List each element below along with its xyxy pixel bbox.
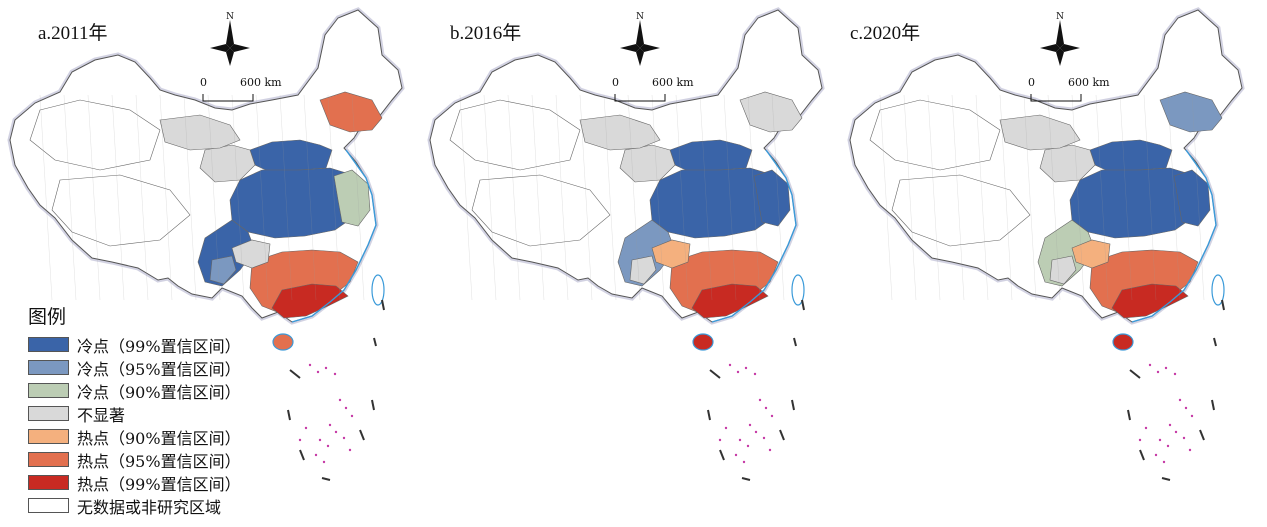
- legend-item: 冷点（95%置信区间）: [28, 356, 268, 379]
- legend-item: 热点（95%置信区间）: [28, 448, 268, 471]
- china-map: [847, 7, 1245, 481]
- legend-item: 热点（90%置信区间）: [28, 425, 268, 448]
- legend-swatch: [28, 475, 69, 490]
- map-panel-2011: a.2011年 N 0 600 km: [0, 0, 420, 527]
- map-panel-2016: b.2016年 N 0 600 km: [420, 0, 840, 527]
- legend-swatch: [28, 429, 69, 444]
- legend-item: 冷点（99%置信区间）: [28, 333, 268, 356]
- scale-bar: 0 600 km: [612, 76, 694, 89]
- north-arrow-icon: N: [1056, 12, 1064, 22]
- panel-title: a.2011年: [38, 23, 108, 44]
- north-arrow-icon: N: [226, 12, 234, 22]
- legend-swatch: [28, 383, 69, 398]
- panel-title: c.2020年: [850, 23, 921, 44]
- map-panel-2020: c.2020年 N 0 600 km: [840, 0, 1260, 527]
- legend-swatch: [28, 498, 69, 513]
- china-map: [7, 7, 405, 481]
- legend-item: 热点（99%置信区间）: [28, 471, 268, 494]
- panel-title: b.2016年: [450, 23, 522, 44]
- legend-swatch: [28, 337, 69, 352]
- map-legend: 图例 冷点（99%置信区间） 冷点（95%置信区间） 冷点（90%置信区间） 不…: [28, 302, 268, 517]
- legend-item: 不显著: [28, 402, 268, 425]
- north-arrow-icon: N: [636, 12, 644, 22]
- scale-bar: 0 600 km: [1028, 76, 1110, 89]
- china-map: [427, 7, 825, 481]
- legend-swatch: [28, 406, 69, 421]
- legend-swatch: [28, 452, 69, 467]
- legend-title: 图例: [28, 306, 67, 328]
- legend-item: 冷点（90%置信区间）: [28, 379, 268, 402]
- scale-bar: 0 600 km: [200, 76, 282, 89]
- legend-item: 无数据或非研究区域: [28, 494, 268, 517]
- legend-swatch: [28, 360, 69, 375]
